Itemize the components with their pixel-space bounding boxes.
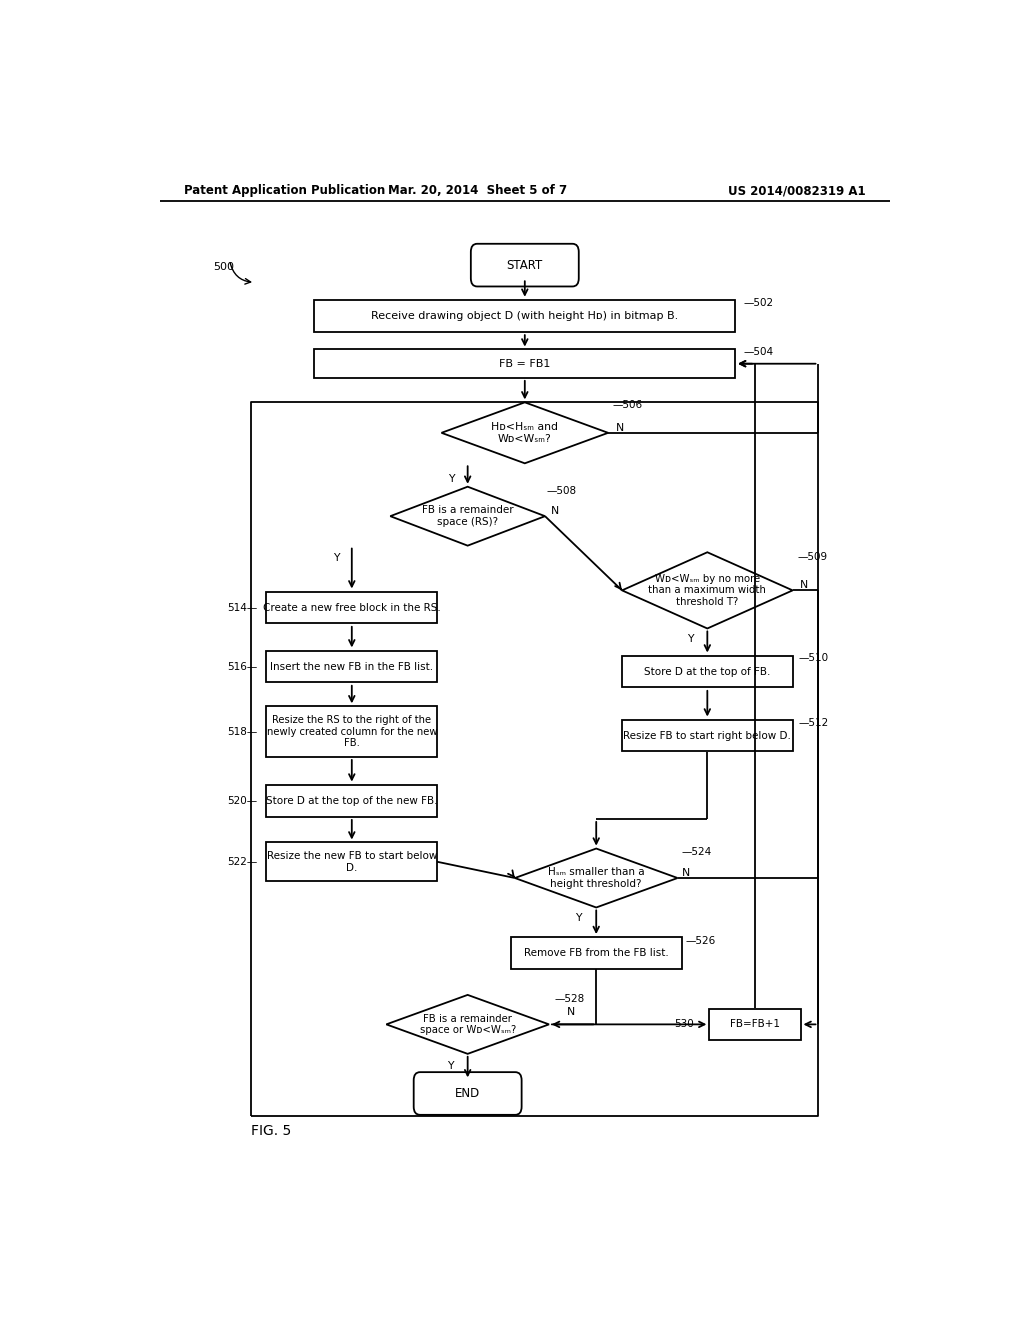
Text: Store D at the top of FB.: Store D at the top of FB. xyxy=(644,667,770,677)
Text: Create a new free block in the RS.: Create a new free block in the RS. xyxy=(263,603,440,612)
Text: FB is a remainder
space (RS)?: FB is a remainder space (RS)? xyxy=(422,506,513,527)
Text: Wᴅ<Wₛₘ by no more
than a maximum width
threshold T?: Wᴅ<Wₛₘ by no more than a maximum width t… xyxy=(648,574,766,607)
FancyBboxPatch shape xyxy=(414,1072,521,1115)
Bar xyxy=(710,1008,801,1040)
Text: Resize FB to start right below D.: Resize FB to start right below D. xyxy=(624,731,792,741)
Text: START: START xyxy=(507,259,543,272)
Bar xyxy=(314,300,735,333)
Text: Mar. 20, 2014  Sheet 5 of 7: Mar. 20, 2014 Sheet 5 of 7 xyxy=(388,185,566,198)
Text: FB=FB+1: FB=FB+1 xyxy=(730,1019,780,1030)
Polygon shape xyxy=(441,403,608,463)
Text: Hₛₘ smaller than a
height threshold?: Hₛₘ smaller than a height threshold? xyxy=(548,867,644,888)
Text: 516—: 516— xyxy=(227,661,257,672)
Text: Insert the new FB in the FB list.: Insert the new FB in the FB list. xyxy=(270,661,433,672)
Text: END: END xyxy=(455,1086,480,1100)
Text: Resize the RS to the right of the
newly created column for the new
FB.: Resize the RS to the right of the newly … xyxy=(266,715,437,748)
Text: FIG. 5: FIG. 5 xyxy=(251,1125,291,1138)
Text: Y: Y xyxy=(446,1061,454,1071)
Bar xyxy=(622,656,793,688)
Bar xyxy=(266,706,437,758)
Text: Store D at the top of the new FB.: Store D at the top of the new FB. xyxy=(266,796,437,805)
Text: 530—: 530— xyxy=(674,1019,705,1030)
Text: —508: —508 xyxy=(546,486,577,496)
Text: FB = FB1: FB = FB1 xyxy=(499,359,551,368)
Text: Y: Y xyxy=(575,912,582,923)
Text: 518—: 518— xyxy=(227,726,257,737)
Polygon shape xyxy=(622,552,793,628)
Bar xyxy=(511,937,682,969)
Polygon shape xyxy=(386,995,549,1053)
Text: 522—: 522— xyxy=(227,857,257,867)
Text: —510: —510 xyxy=(799,653,828,664)
Text: N: N xyxy=(682,869,690,878)
Text: N: N xyxy=(567,1007,575,1018)
Text: —504: —504 xyxy=(743,347,773,356)
Polygon shape xyxy=(390,487,545,545)
Text: FB is a remainder
space or Wᴅ<Wₛₘ?: FB is a remainder space or Wᴅ<Wₛₘ? xyxy=(420,1014,516,1035)
Text: —528: —528 xyxy=(554,994,585,1005)
Text: —526: —526 xyxy=(686,936,716,946)
Bar xyxy=(266,591,437,623)
Polygon shape xyxy=(515,849,678,907)
Text: 514—: 514— xyxy=(227,603,257,612)
Text: Y: Y xyxy=(333,553,339,562)
Text: Receive drawing object D (with height Hᴅ) in bitmap B.: Receive drawing object D (with height Hᴅ… xyxy=(371,312,679,321)
Text: US 2014/0082319 A1: US 2014/0082319 A1 xyxy=(728,185,866,198)
Text: N: N xyxy=(551,506,559,516)
Text: N: N xyxy=(616,422,625,433)
Text: —502: —502 xyxy=(743,298,773,308)
Bar xyxy=(266,651,437,682)
Text: Y: Y xyxy=(687,634,693,644)
Text: —506: —506 xyxy=(612,400,642,411)
Text: —524: —524 xyxy=(681,846,712,857)
Text: —509: —509 xyxy=(797,552,827,562)
Text: 520—: 520— xyxy=(227,796,257,805)
Bar xyxy=(622,719,793,751)
Text: —512: —512 xyxy=(799,718,828,727)
Bar xyxy=(314,350,735,378)
FancyBboxPatch shape xyxy=(471,244,579,286)
Text: N: N xyxy=(800,581,808,590)
Text: Y: Y xyxy=(449,474,455,483)
Text: 500: 500 xyxy=(213,263,233,272)
Bar xyxy=(266,785,437,817)
Text: Remove FB from the FB list.: Remove FB from the FB list. xyxy=(524,948,669,958)
Bar xyxy=(266,842,437,880)
Text: Hᴅ<Hₛₘ and
Wᴅ<Wₛₘ?: Hᴅ<Hₛₘ and Wᴅ<Wₛₘ? xyxy=(492,422,558,444)
Text: Resize the new FB to start below
D.: Resize the new FB to start below D. xyxy=(266,851,437,873)
Text: Patent Application Publication: Patent Application Publication xyxy=(183,185,385,198)
